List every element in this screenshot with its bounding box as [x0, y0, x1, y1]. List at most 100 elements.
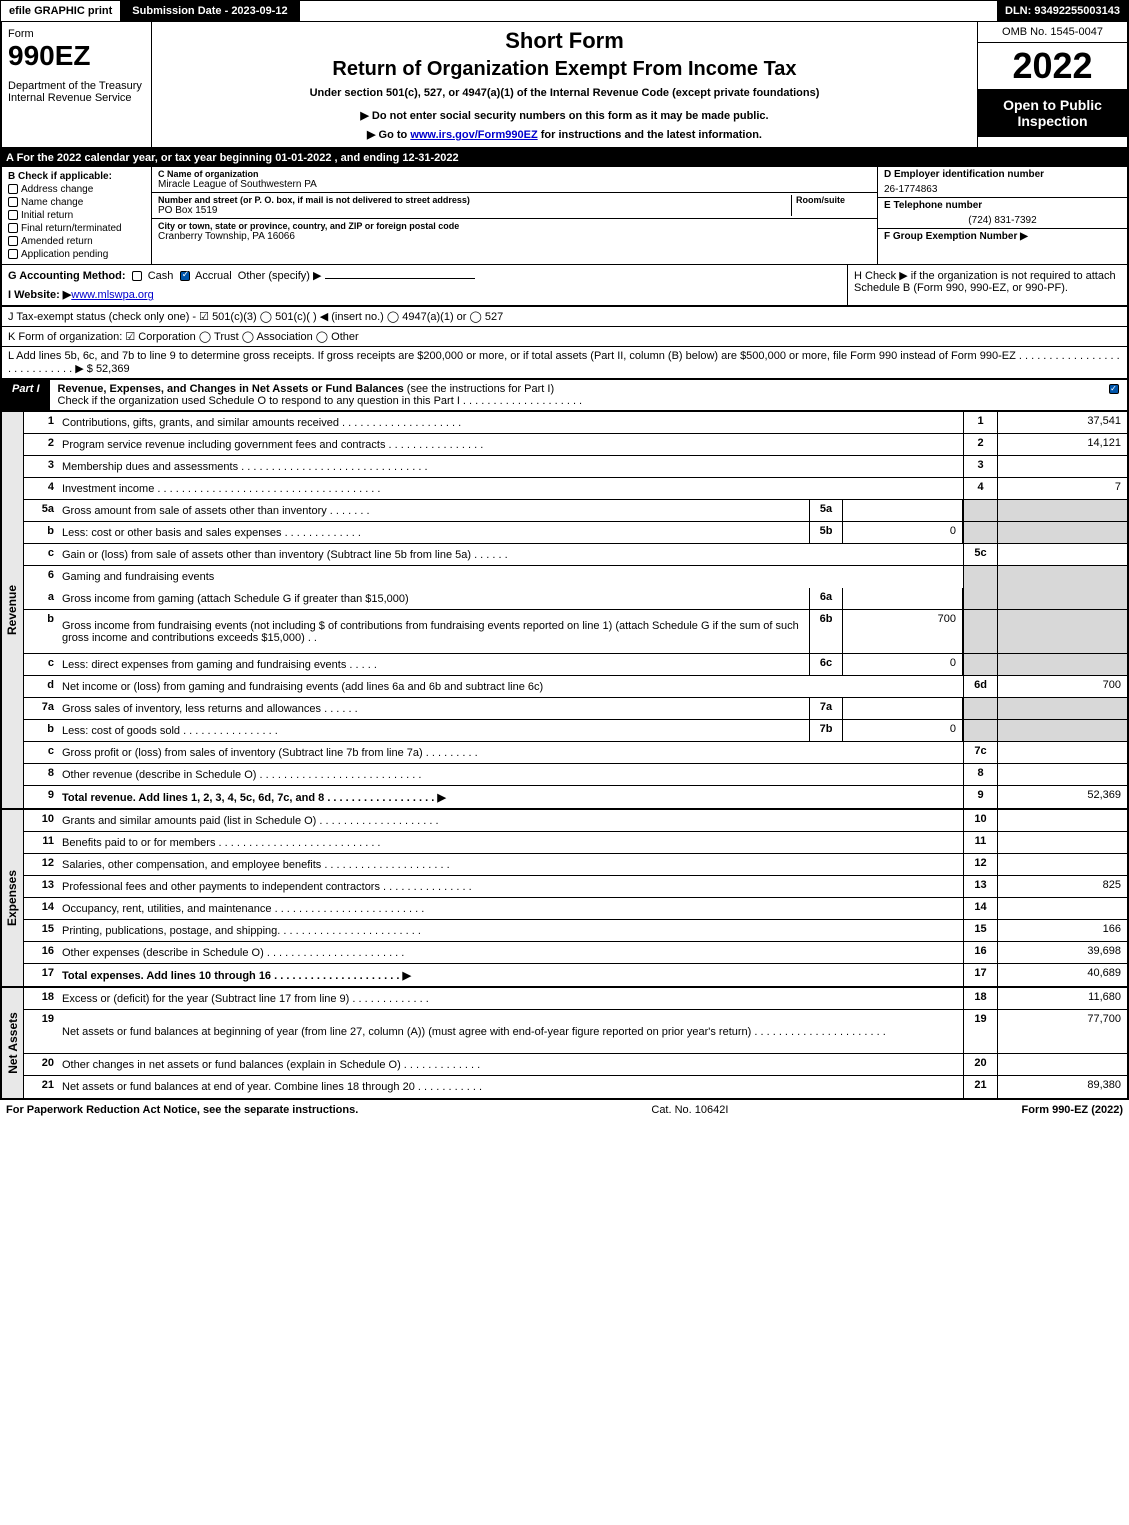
column-b: B Check if applicable: Address change Na… [2, 167, 152, 264]
check-if-applicable: Check if applicable: [18, 171, 112, 182]
line-21: 21Net assets or fund balances at end of … [24, 1076, 1127, 1098]
line-description: Gain or (loss) from sale of assets other… [58, 544, 963, 565]
part-1-tag: Part I [2, 380, 50, 410]
right-line-value: 39,698 [997, 942, 1127, 963]
goto-prefix: ▶ Go to [367, 129, 410, 141]
return-title: Return of Organization Exempt From Incom… [158, 58, 971, 81]
mid-line-value: 0 [843, 654, 963, 675]
row-a-tax-year: A For the 2022 calendar year, or tax yea… [0, 149, 1129, 167]
line-description: Other changes in net assets or fund bala… [58, 1054, 963, 1075]
right-line-number: 18 [963, 988, 997, 1009]
line-description: Net assets or fund balances at beginning… [58, 1010, 963, 1053]
part-1-header: Part I Revenue, Expenses, and Changes in… [0, 380, 1129, 412]
line-17: 17Total expenses. Add lines 10 through 1… [24, 964, 1127, 986]
website-prefix: I Website: ▶ [8, 289, 71, 301]
group-exemption-label: F Group Exemption Number ▶ [878, 229, 1127, 244]
mid-line-number: 6c [809, 654, 843, 675]
checkbox-initial-return[interactable] [8, 210, 18, 220]
ein-label: D Employer identification number [878, 167, 1127, 182]
column-c: C Name of organization Miracle League of… [152, 167, 877, 264]
line-3: 3Membership dues and assessments . . . .… [24, 456, 1127, 478]
line-number: b [24, 522, 58, 543]
right-line-number: 4 [963, 478, 997, 499]
city-label: City or town, state or province, country… [158, 221, 871, 231]
right-line-value [997, 810, 1127, 831]
line-number: c [24, 654, 58, 675]
line-a: aGross income from gaming (attach Schedu… [24, 588, 1127, 610]
opt-name-change: Name change [21, 197, 83, 208]
checkbox-cash[interactable] [132, 271, 142, 281]
line-description: Net assets or fund balances at end of ye… [58, 1076, 963, 1098]
line-description: Printing, publications, postage, and shi… [58, 920, 963, 941]
line-number: b [24, 720, 58, 741]
checkbox-schedule-o[interactable] [1109, 384, 1119, 394]
city: Cranberry Township, PA 16066 [158, 231, 871, 242]
right-line-number: 15 [963, 920, 997, 941]
right-line-number: 9 [963, 786, 997, 808]
line-number: c [24, 742, 58, 763]
right-line-number: 6d [963, 676, 997, 697]
goto-suffix: for instructions and the latest informat… [538, 129, 762, 141]
checkbox-accrual[interactable] [180, 271, 190, 281]
line-b: bGross income from fundraising events (n… [24, 610, 1127, 654]
line-4: 4Investment income . . . . . . . . . . .… [24, 478, 1127, 500]
line-number: c [24, 544, 58, 565]
mid-line-number: 7a [809, 698, 843, 719]
header-right: OMB No. 1545-0047 2022 Open to Public In… [977, 22, 1127, 147]
line-number: a [24, 588, 58, 609]
line-description: Less: direct expenses from gaming and fu… [58, 654, 809, 675]
line-number: 19 [24, 1010, 58, 1053]
line-16: 16Other expenses (describe in Schedule O… [24, 942, 1127, 964]
right-line-number: 1 [963, 412, 997, 433]
opt-address-change: Address change [21, 184, 93, 195]
right-line-value [997, 500, 1127, 521]
line-7a: 7aGross sales of inventory, less returns… [24, 698, 1127, 720]
right-line-number: 20 [963, 1054, 997, 1075]
line-number: 12 [24, 854, 58, 875]
line-6: 6Gaming and fundraising events [24, 566, 1127, 588]
checkbox-application-pending[interactable] [8, 249, 18, 259]
right-line-number: 12 [963, 854, 997, 875]
phone-value: (724) 831-7392 [878, 213, 1127, 229]
row-l-gross-receipts: L Add lines 5b, 6c, and 7b to line 9 to … [0, 347, 1129, 380]
efile-print-link[interactable]: efile GRAPHIC print [1, 1, 120, 21]
right-line-value [997, 456, 1127, 477]
checkbox-name-change[interactable] [8, 197, 18, 207]
website-link[interactable]: www.mlswpa.org [71, 289, 154, 301]
line-description: Salaries, other compensation, and employ… [58, 854, 963, 875]
right-line-number [963, 698, 997, 719]
right-line-number [963, 654, 997, 675]
line-description: Membership dues and assessments . . . . … [58, 456, 963, 477]
instructions-link-line: ▶ Go to www.irs.gov/Form990EZ for instru… [158, 128, 971, 141]
line-number: 9 [24, 786, 58, 808]
checkbox-address-change[interactable] [8, 184, 18, 194]
line-description: Gross profit or (loss) from sales of inv… [58, 742, 963, 763]
other-specify-field[interactable] [325, 278, 475, 279]
line-number: 6 [24, 566, 58, 588]
irs-link[interactable]: www.irs.gov/Form990EZ [410, 129, 537, 141]
top-bar: efile GRAPHIC print Submission Date - 20… [0, 0, 1129, 22]
expenses-side-label: Expenses [2, 810, 24, 986]
checkbox-final-return[interactable] [8, 223, 18, 233]
right-line-number: 21 [963, 1076, 997, 1098]
short-form-title: Short Form [158, 28, 971, 54]
line-number: b [24, 610, 58, 653]
checkbox-amended-return[interactable] [8, 236, 18, 246]
line-number: d [24, 676, 58, 697]
right-line-value [997, 698, 1127, 719]
mid-line-value [843, 588, 963, 609]
line-d: dNet income or (loss) from gaming and fu… [24, 676, 1127, 698]
right-line-value: 52,369 [997, 786, 1127, 808]
right-line-value: 89,380 [997, 1076, 1127, 1098]
line-description: Total revenue. Add lines 1, 2, 3, 4, 5c,… [58, 786, 963, 808]
right-line-value: 40,689 [997, 964, 1127, 986]
line-b: bLess: cost of goods sold . . . . . . . … [24, 720, 1127, 742]
line-description: Total expenses. Add lines 10 through 16 … [58, 964, 963, 986]
line-description: Less: cost or other basis and sales expe… [58, 522, 809, 543]
right-line-number: 3 [963, 456, 997, 477]
line-number: 3 [24, 456, 58, 477]
phone-label: E Telephone number [878, 198, 1127, 213]
tax-year: 2022 [978, 43, 1127, 89]
right-line-number: 8 [963, 764, 997, 785]
line-b: bLess: cost or other basis and sales exp… [24, 522, 1127, 544]
